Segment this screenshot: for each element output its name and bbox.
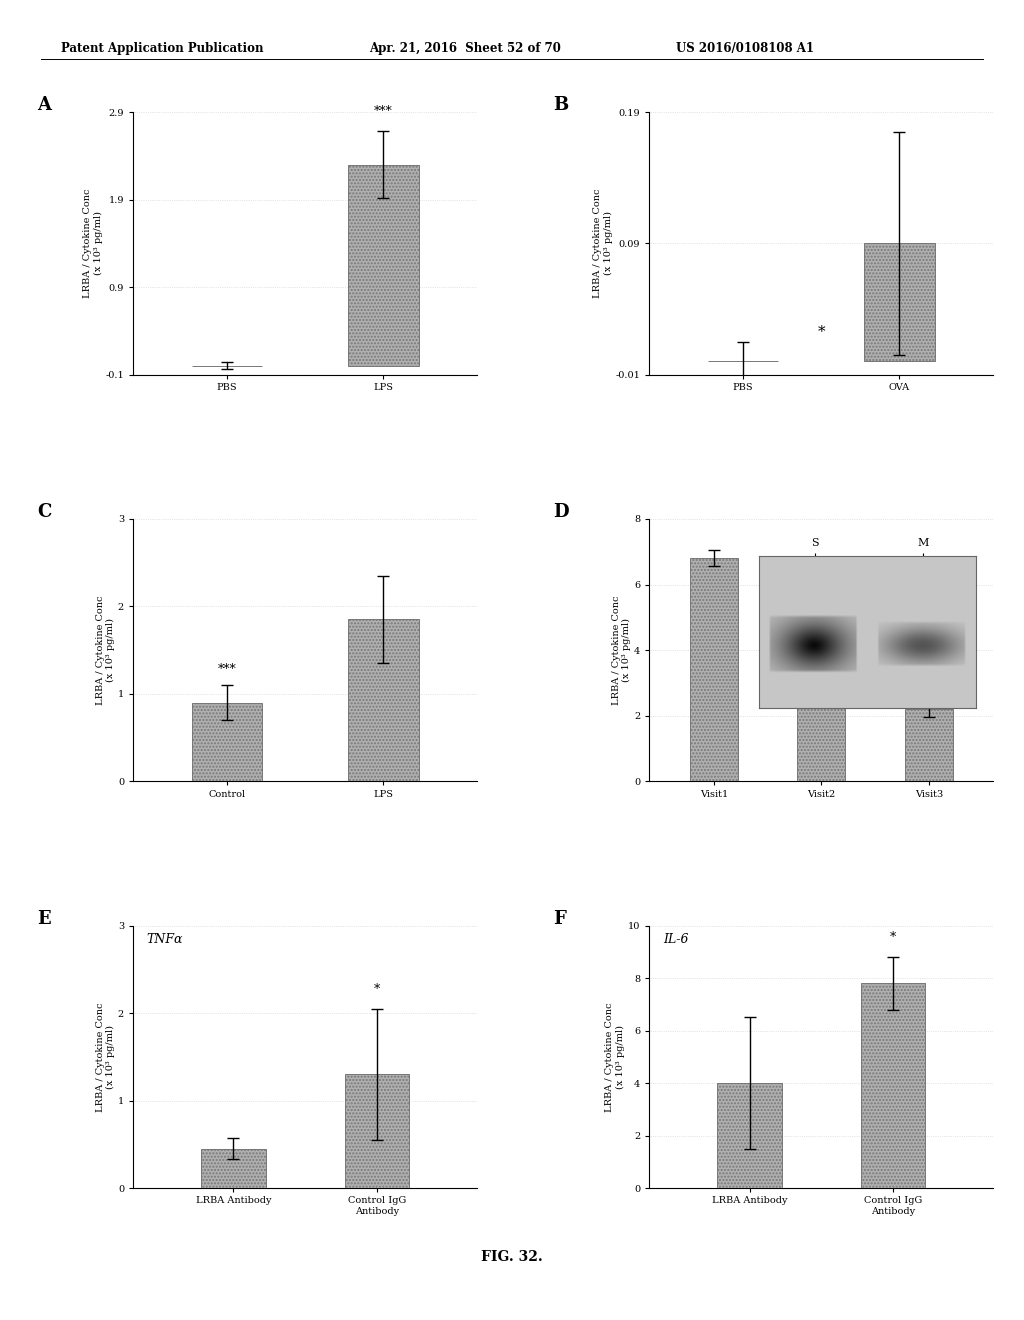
Bar (864, 243, 935, 362)
Bar (201, 1148, 265, 1188)
Bar (348, 165, 419, 366)
Text: FIG. 32.: FIG. 32. (481, 1250, 543, 1263)
Bar (348, 619, 419, 781)
Text: F: F (553, 909, 565, 928)
Bar (904, 709, 953, 781)
Bar (717, 1082, 782, 1188)
Text: *: * (374, 982, 380, 995)
Text: *: * (890, 931, 896, 944)
Text: Apr. 21, 2016  Sheet 52 of 70: Apr. 21, 2016 Sheet 52 of 70 (369, 42, 560, 55)
Text: Patent Application Publication: Patent Application Publication (61, 42, 264, 55)
Y-axis label: LRBA / Cytokine Conc
(x 10³ pg/ml): LRBA / Cytokine Conc (x 10³ pg/ml) (95, 595, 115, 705)
Text: TNFα: TNFα (146, 933, 183, 946)
Y-axis label: LRBA / Cytokine Conc
(x 10³ pg/ml): LRBA / Cytokine Conc (x 10³ pg/ml) (95, 1002, 115, 1111)
Text: ***: *** (374, 106, 393, 119)
Bar (689, 558, 738, 781)
Text: *: * (817, 325, 825, 339)
Y-axis label: LRBA / Cytokine Conc
(x 10³ pg/ml): LRBA / Cytokine Conc (x 10³ pg/ml) (611, 595, 631, 705)
Text: US 2016/0108108 A1: US 2016/0108108 A1 (676, 42, 814, 55)
Text: IL-6: IL-6 (663, 933, 688, 946)
Text: A: A (37, 96, 51, 115)
Text: ***: *** (217, 664, 237, 676)
Text: C: C (37, 503, 51, 521)
Text: D: D (553, 503, 568, 521)
Bar (797, 682, 846, 781)
Bar (191, 702, 262, 781)
Text: B: B (553, 96, 568, 115)
Y-axis label: LRBA / Cytokine Conc
(x 10³ pg/ml): LRBA / Cytokine Conc (x 10³ pg/ml) (593, 189, 612, 298)
Y-axis label: LRBA / Cytokine Conc
(x 10³ pg/ml): LRBA / Cytokine Conc (x 10³ pg/ml) (605, 1002, 625, 1111)
Text: E: E (37, 909, 50, 928)
Bar (344, 1074, 409, 1188)
Bar (860, 983, 926, 1188)
Y-axis label: LRBA / Cytokine Conc
(x 10³ pg/ml): LRBA / Cytokine Conc (x 10³ pg/ml) (83, 189, 102, 298)
